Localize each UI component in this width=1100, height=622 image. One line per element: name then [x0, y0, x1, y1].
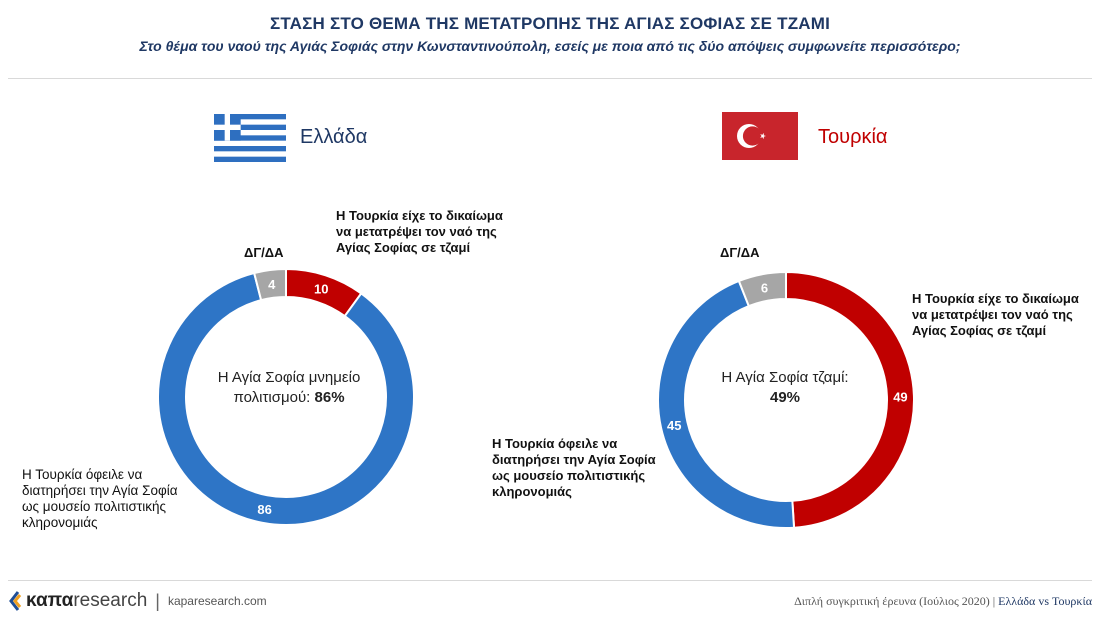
footer-logo: καπαresearch | kaparesearch.com [8, 590, 267, 612]
logo-bold: καπα [26, 590, 74, 611]
footer-separator: | [155, 590, 160, 611]
label-turkey-red: Η Τουρκία είχε το δικαίωμα να μετατρέψει… [912, 291, 1079, 339]
data-label-red: 10 [314, 282, 328, 297]
donut-turkey: 49 45 6 [657, 270, 915, 529]
label-line: ως μουσείο πολιτιστικής [492, 468, 646, 483]
greek-flag-icon [214, 114, 286, 162]
center-text: Η Αγία Σοφία μνημείο πολιτισμού: [217, 369, 361, 406]
center-label-greece: Η Αγία Σοφία μνημείο πολιτισμού: 86% [206, 368, 372, 408]
country-label-greece: Ελλάδα [300, 126, 368, 148]
country-label-turkey: Τουρκία [818, 126, 888, 148]
label-line: διατηρήσει την Αγία Σοφία [492, 452, 656, 467]
label-line: κληρονομιάς [22, 515, 98, 530]
footer-note-highlight: Ελλάδα vs Τουρκία [998, 594, 1092, 608]
label-line: να μετατρέψει τον ναό της [912, 307, 1073, 322]
donut-segment-gray [252, 267, 287, 302]
label-line: Η Τουρκία είχε το δικαίωμα [336, 208, 503, 223]
center-text: Η Αγία Σοφία τζαμί: [721, 369, 849, 386]
footer-divider [8, 580, 1092, 581]
label-line: να μετατρέψει τον ναό της [336, 224, 497, 239]
label-line: κληρονομιάς [492, 484, 572, 499]
footer-note-text: Διπλή συγκριτική έρευνα (Ιούλιος 2020) | [794, 594, 996, 608]
page-subtitle: Στο θέμα του ναού της Αγιάς Σοφιάς στην … [139, 38, 961, 54]
donut-segment-gray [737, 270, 787, 308]
label-line: Αγίας Σοφίας σε τζαμί [336, 240, 471, 255]
donut-segment-blue [157, 271, 415, 526]
logo-text: καπαresearch [26, 590, 147, 612]
label-line: Η Τουρκία όφειλε να [492, 436, 618, 451]
data-label-blue: 45 [667, 418, 681, 433]
page-title: ΣΤΑΣΗ ΣΤΟ ΘΕΜΑ ΤΗΣ ΜΕΤΑΤΡΟΠΗΣ ΤΗΣ ΑΓΙΑΣ … [269, 14, 831, 33]
kapa-logo-icon [9, 591, 22, 611]
label-turkey-dk: ΔΓ/ΔΑ [720, 245, 760, 260]
data-label-red: 49 [893, 389, 907, 404]
label-line: διατηρήσει την Αγία Σοφία [22, 483, 178, 498]
footer-site: kaparesearch.com [167, 594, 267, 608]
label-line: ως μουσείο πολιτιστικής [22, 499, 166, 514]
data-label-gray: 4 [268, 277, 276, 292]
turkish-flag-icon [722, 112, 798, 160]
logo-light: research [73, 590, 148, 611]
data-label-blue: 86 [257, 502, 271, 517]
label-line: Αγίας Σοφίας σε τζαμί [912, 323, 1047, 338]
donut-greece: 10 86 4 [157, 267, 415, 526]
label-greece-blue: Η Τουρκία όφειλε να διατηρήσει την Αγία … [22, 467, 178, 531]
center-label-turkey: Η Αγία Σοφία τζαμί: 49% [700, 368, 870, 408]
data-label-gray: 6 [761, 281, 768, 296]
header-divider [8, 78, 1092, 79]
label-greece-red: Η Τουρκία είχε το δικαίωμα να μετατρέψει… [336, 208, 503, 256]
label-line: Η Τουρκία είχε το δικαίωμα [912, 291, 1079, 306]
center-value: 86% [314, 389, 345, 406]
footer-note: Διπλή συγκριτική έρευνα (Ιούλιος 2020) |… [794, 594, 1092, 609]
label-line: Η Τουρκία όφειλε να [22, 467, 143, 482]
label-turkey-blue: Η Τουρκία όφειλε να διατηρήσει την Αγία … [492, 436, 656, 500]
label-greece-dk: ΔΓ/ΔΑ [244, 245, 284, 260]
center-value: 49% [769, 389, 801, 406]
